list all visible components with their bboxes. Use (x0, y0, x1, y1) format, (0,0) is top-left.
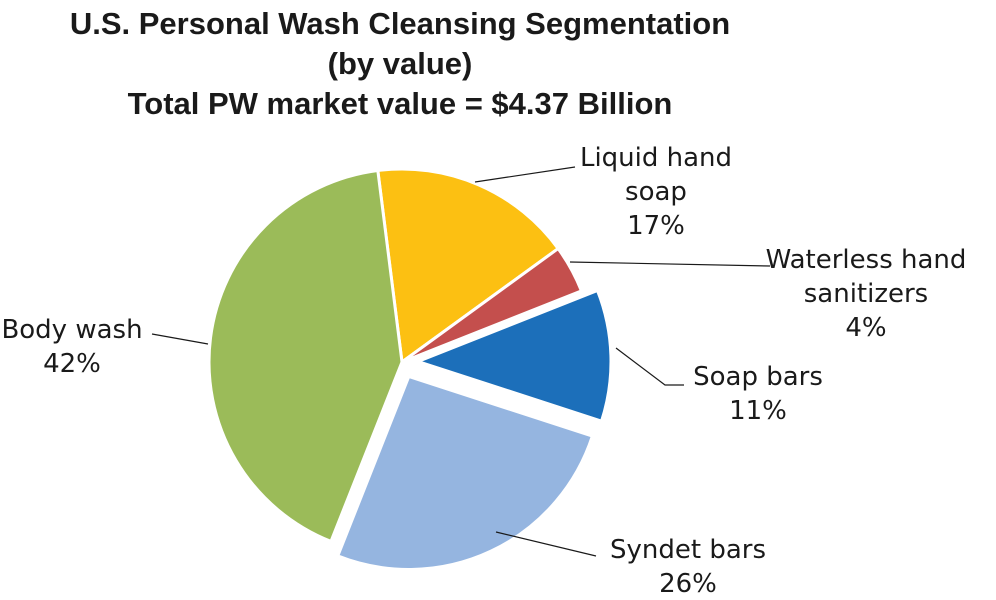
leader-lines (151, 166, 771, 557)
chart-title-line-1: U.S. Personal Wash Cleansing Segmentatio… (69, 6, 731, 41)
slice-name-label: Soap bars (693, 362, 823, 392)
slice-label-0: Liquid hand soap 17% (580, 143, 732, 241)
slice-value-label: 11% (729, 396, 787, 426)
pie-slices (207, 167, 613, 571)
slice-value-label: 26% (659, 569, 717, 599)
slice-label-2: Soap bars 11% (693, 362, 823, 426)
slice-name-label: Liquid hand (580, 143, 732, 173)
slice-name-label: sanitizers (804, 279, 928, 309)
slice-value-label: 4% (845, 313, 886, 343)
slice-label-4: Body wash 42% (1, 315, 142, 379)
leader-line-1 (569, 261, 771, 267)
slice-name-label: Body wash (1, 315, 142, 345)
slice-value-label: 42% (43, 349, 101, 379)
leader-line-2 (615, 347, 684, 386)
leader-line-4 (151, 333, 209, 345)
slice-name-label: Waterless hand (766, 245, 967, 275)
pie-slice-syndet-bars (335, 374, 595, 571)
pie-slice-waterless-hand-sanitizers (401, 246, 584, 364)
chart-title-line-3: Total PW market value = $4.37 Billion (127, 86, 673, 121)
chart-title: U.S. Personal Wash Cleansing Segmentatio… (0, 4, 800, 124)
slice-labels: Liquid hand soap 17% Waterless hand sanitize… (1, 143, 966, 599)
chart-title-line-2: (by value) (327, 46, 473, 81)
slice-value-label: 17% (627, 211, 685, 241)
pie-slice-liquid-hand-soap (376, 167, 561, 365)
pie-slice-soap-bars (413, 288, 613, 424)
leader-line-3 (495, 531, 597, 557)
slice-label-1: Waterless hand sanitizers 4% (766, 245, 967, 343)
leader-line-0 (474, 166, 576, 183)
pie-slice-body-wash (207, 168, 404, 544)
slice-name-label: Syndet bars (610, 535, 766, 565)
slice-label-3: Syndet bars 26% (610, 535, 766, 599)
slice-name-label: soap (625, 177, 687, 207)
